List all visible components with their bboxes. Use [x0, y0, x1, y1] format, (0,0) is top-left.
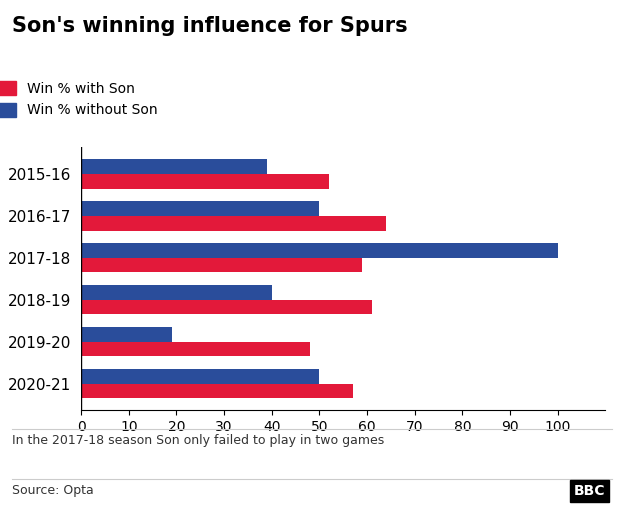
Bar [81, 216, 386, 230]
Bar [81, 327, 172, 342]
Bar [81, 300, 372, 315]
Bar [81, 383, 353, 398]
Bar [81, 201, 319, 216]
Bar [81, 258, 363, 272]
Bar [81, 342, 310, 357]
Bar [81, 174, 329, 189]
Text: BBC: BBC [574, 484, 605, 498]
Bar [81, 159, 267, 174]
Text: Son's winning influence for Spurs: Son's winning influence for Spurs [12, 16, 408, 36]
Bar [81, 369, 319, 383]
Bar [81, 243, 558, 258]
Text: In the 2017-18 season Son only failed to play in two games: In the 2017-18 season Son only failed to… [12, 434, 385, 447]
Text: Source: Opta: Source: Opta [12, 484, 94, 497]
Bar [81, 285, 271, 300]
Legend: Win % with Son, Win % without Son: Win % with Son, Win % without Son [0, 75, 163, 123]
